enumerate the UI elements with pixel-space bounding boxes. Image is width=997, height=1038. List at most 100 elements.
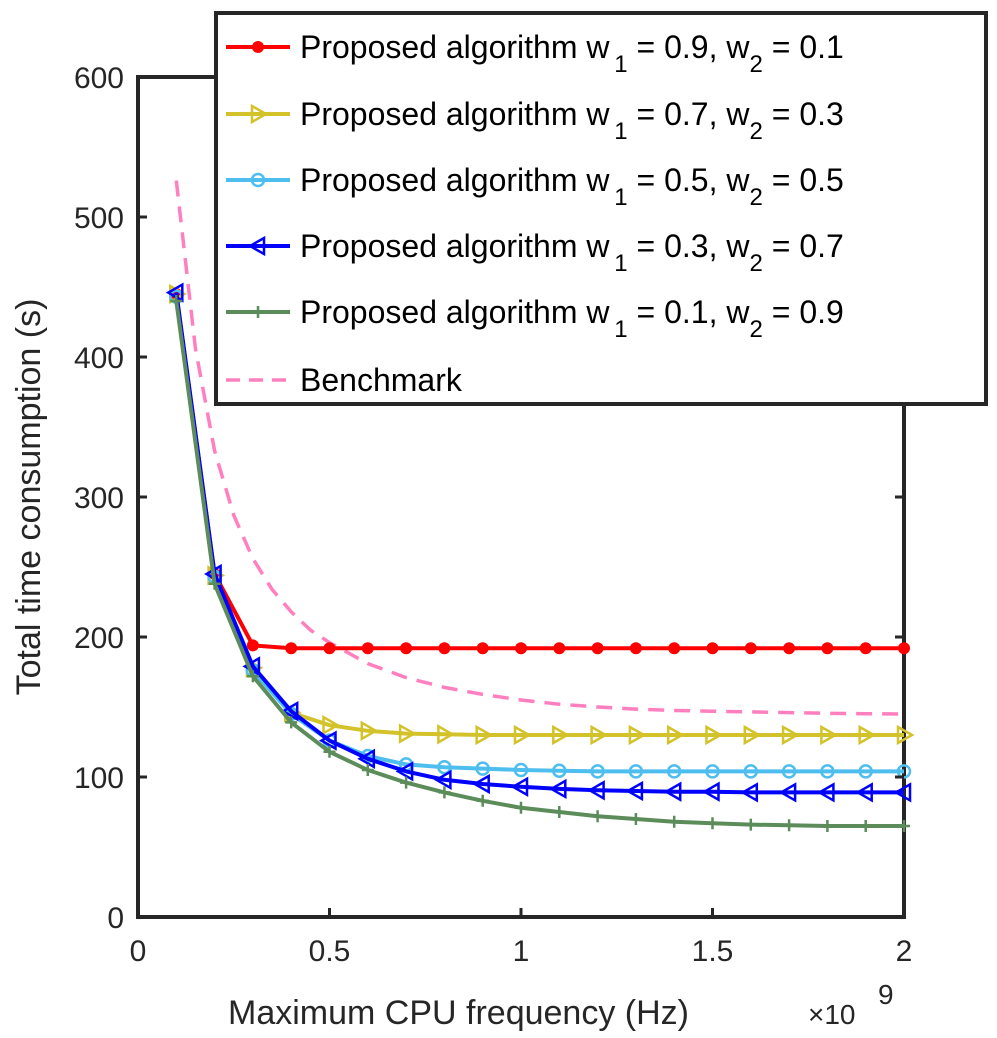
legend-entries: Proposed algorithm w 1 = 0.9, w2 = 0.1 Pr… <box>226 29 844 398</box>
series-4 <box>165 282 912 803</box>
x-multiplier-exponent: 9 <box>878 979 894 1010</box>
y-axis-label: Total time consumption (s) <box>10 299 48 696</box>
legend-marker <box>250 172 266 188</box>
data-point <box>783 819 796 832</box>
data-point <box>515 642 527 655</box>
legend-label: Proposed algorithm w 1 = 0.9, w2 = 0.1 <box>300 29 844 78</box>
data-point <box>322 715 341 736</box>
data-point <box>855 782 873 803</box>
data-point <box>433 769 452 790</box>
data-point <box>896 724 915 746</box>
data-point <box>357 748 376 769</box>
data-point <box>590 724 609 746</box>
data-point <box>743 764 759 779</box>
data-point <box>246 639 259 652</box>
data-point <box>744 818 757 831</box>
data-point <box>318 730 337 751</box>
legend-marker <box>247 235 266 257</box>
data-point <box>552 763 567 778</box>
data-point <box>400 642 413 655</box>
legend-entry: Proposed algorithm w 1 = 0.5, w2 = 0.5 <box>226 162 844 211</box>
data-point <box>743 724 762 746</box>
data-point <box>472 773 490 795</box>
x-tick-label: 0.5 <box>309 935 351 968</box>
data-point <box>361 642 374 655</box>
series-layer <box>165 180 915 832</box>
y-tick-label: 600 <box>74 62 124 95</box>
data-point <box>438 642 451 655</box>
legend-label: Proposed algorithm w 1 = 0.1, w2 = 0.9 <box>300 294 844 343</box>
legend-label: Proposed algorithm w 1 = 0.7, w2 = 0.3 <box>300 96 844 145</box>
data-point <box>625 780 644 802</box>
data-point <box>438 786 451 799</box>
data-point <box>668 815 681 828</box>
data-point <box>360 720 379 741</box>
y-tick-label: 400 <box>74 342 124 375</box>
legend-label: Benchmark <box>300 362 463 398</box>
data-point <box>475 724 494 746</box>
legend-entry: Benchmark <box>226 362 463 398</box>
data-point <box>821 820 834 832</box>
data-point <box>476 794 489 807</box>
data-point <box>246 670 259 683</box>
legend-marker <box>252 306 264 318</box>
data-point <box>859 642 872 655</box>
series-line <box>174 300 904 828</box>
data-point <box>510 776 529 797</box>
x-tick-label: 1 <box>513 935 530 968</box>
data-point <box>437 759 452 775</box>
data-point <box>821 642 834 655</box>
data-point <box>323 642 336 655</box>
data-point <box>705 764 720 779</box>
data-point <box>552 724 570 746</box>
ticks-layer: 0 0.5 1 1.5 2 0 100 200 300 400 500 600 <box>74 62 912 968</box>
data-point <box>744 642 757 655</box>
legend-entry: Proposed algorithm w 1 = 0.7, w2 = 0.3 <box>226 96 844 145</box>
data-point <box>475 761 490 776</box>
x-tick-label: 2 <box>896 935 913 968</box>
data-point <box>591 810 604 823</box>
legend: Proposed algorithm w 1 = 0.9, w2 = 0.1 Pr… <box>214 11 988 406</box>
legend-label: Proposed algorithm w 1 = 0.3, w2 = 0.7 <box>300 228 844 277</box>
y-tick-label: 500 <box>74 202 124 235</box>
data-point <box>858 764 873 779</box>
data-point <box>285 642 298 655</box>
data-point <box>859 820 872 832</box>
legend-entry: Proposed algorithm w 1 = 0.3, w2 = 0.7 <box>226 228 844 277</box>
data-point <box>628 764 644 779</box>
series-line <box>174 293 904 651</box>
data-point <box>778 782 797 803</box>
series-6 <box>174 180 905 716</box>
data-point <box>587 780 605 801</box>
legend-marker <box>250 103 269 125</box>
data-point <box>591 642 604 655</box>
legend-entry: Proposed algorithm w 1 = 0.9, w2 = 0.1 <box>226 29 844 78</box>
data-point <box>476 642 489 655</box>
data-point <box>858 724 877 746</box>
data-point <box>548 778 567 800</box>
y-tick-label: 0 <box>107 902 124 935</box>
legend-entry: Proposed algorithm w 1 = 0.1, w2 = 0.9 <box>226 294 844 343</box>
data-point <box>515 801 527 814</box>
data-point <box>781 764 797 779</box>
data-point <box>816 782 835 803</box>
data-point <box>400 776 413 789</box>
data-point <box>893 782 912 803</box>
data-point <box>513 724 532 746</box>
data-point <box>323 745 336 758</box>
data-point <box>395 761 414 782</box>
x-multiplier-base: ×10 <box>808 999 856 1030</box>
data-point <box>820 724 838 746</box>
data-point <box>629 813 642 825</box>
x-axis-label: Maximum CPU frequency (Hz) <box>228 994 689 1032</box>
legend-box <box>214 11 988 406</box>
data-point <box>170 295 183 307</box>
data-point <box>783 642 796 655</box>
data-point <box>701 781 720 802</box>
data-point <box>706 817 719 830</box>
data-point <box>513 762 529 778</box>
data-point <box>280 701 299 722</box>
data-point <box>398 723 417 744</box>
y-tick-label: 300 <box>74 482 124 515</box>
